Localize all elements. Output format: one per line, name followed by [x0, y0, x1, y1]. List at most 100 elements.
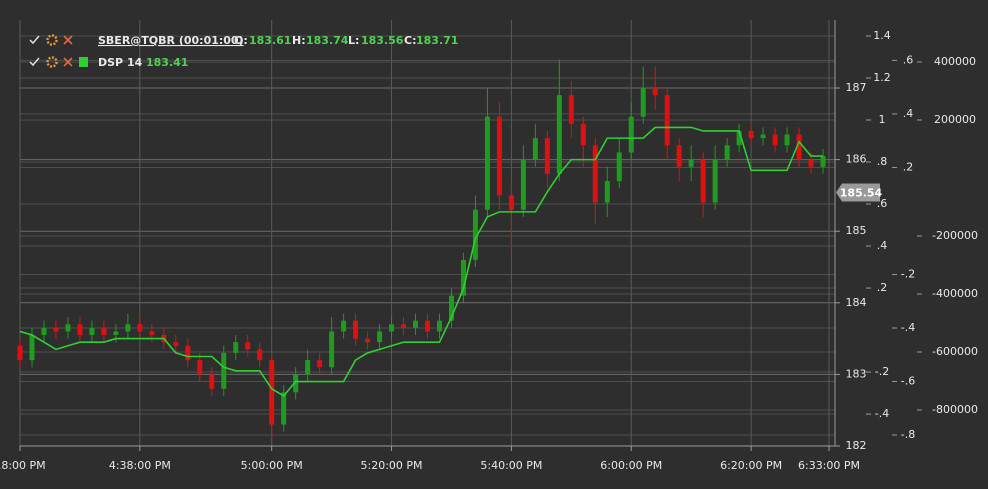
- candle-body: [748, 130, 754, 139]
- candle-body: [101, 327, 107, 336]
- x-tick-label: 5:00:00 PM: [241, 459, 303, 472]
- candle-body: [221, 352, 227, 389]
- candle-body: [401, 324, 407, 328]
- candle-body: [185, 345, 191, 361]
- candle-body: [640, 88, 646, 117]
- x-tick-label: 18:00 PM: [0, 459, 46, 472]
- legend: SBER@TQBR (00:01:00) DSP 14 183.41 O: 183…: [29, 34, 458, 69]
- candle-body: [257, 349, 263, 361]
- candle-body: [484, 116, 490, 210]
- price-marker: [836, 183, 880, 202]
- candle-body: [568, 95, 574, 124]
- settings-icon[interactable]: [46, 56, 58, 68]
- candle-body: [329, 331, 335, 368]
- axis-tick-label: -600000: [932, 345, 978, 358]
- axis-tick-label: 1.2: [873, 71, 891, 84]
- candle-body: [245, 342, 251, 350]
- candle-body: [520, 159, 526, 210]
- candle-body: [724, 145, 730, 160]
- candle-body: [305, 360, 311, 375]
- axis-tick-label: 1.4: [873, 29, 891, 42]
- candle-body: [628, 116, 634, 153]
- settings-icon[interactable]: [46, 34, 58, 46]
- axis-tick-label: -.8: [901, 428, 915, 441]
- x-tick-label: 6:00:00 PM: [600, 459, 662, 472]
- ohlc-label: O:: [234, 34, 248, 47]
- axis-tick-label: -.2: [875, 365, 889, 378]
- y-tick-label: 187: [846, 81, 867, 94]
- candle-body: [377, 331, 383, 343]
- series-name[interactable]: SBER@TQBR (00:01:00): [98, 34, 244, 47]
- candle-body: [544, 138, 550, 174]
- x-tick-label: 5:20:00 PM: [361, 459, 423, 472]
- candle-body: [448, 295, 454, 321]
- axis-tick-label: .8: [877, 155, 888, 168]
- x-tick-label: 6:33:00 PM: [798, 459, 860, 472]
- y-tick-label: 186: [846, 153, 867, 166]
- candle-body: [676, 145, 682, 167]
- candle-body: [293, 374, 299, 393]
- ohlc-label: H:: [292, 34, 306, 47]
- x-tick-label: 6:20:00 PM: [720, 459, 782, 472]
- candle-body: [712, 159, 718, 203]
- candle-body: [317, 360, 323, 368]
- axis-tick-label: 400000: [934, 55, 976, 68]
- axis-tick-label: .4: [903, 107, 914, 120]
- plot: [17, 59, 826, 439]
- ohlc-value: 183.71: [416, 34, 458, 47]
- candle-body: [173, 342, 179, 346]
- candle-body: [197, 360, 203, 375]
- candle-body: [700, 159, 706, 203]
- ohlc-value: 183.74: [306, 34, 349, 47]
- candle-body: [29, 335, 35, 361]
- candle-body: [580, 123, 586, 146]
- price-marker-label: 185.54: [840, 187, 883, 200]
- axis-tick-label: -400000: [932, 287, 978, 300]
- candle-body: [77, 324, 83, 336]
- indicator-swatch: [79, 57, 88, 67]
- remove-icon[interactable]: [63, 35, 73, 45]
- ohlc-value: 183.56: [361, 34, 404, 47]
- indicator-name[interactable]: DSP 14: [98, 56, 143, 69]
- axis-tick-label: .6: [877, 197, 888, 210]
- axis-tick-label: -.2: [901, 267, 915, 280]
- axis-tick-label: -.4: [875, 407, 889, 420]
- visible-toggle[interactable]: [29, 35, 40, 45]
- y-tick-label: 185: [846, 224, 867, 237]
- candle-body: [89, 327, 95, 336]
- candle-body: [796, 134, 802, 160]
- x-tick-label: 4:38:00 PM: [109, 459, 171, 472]
- candle-body: [784, 134, 790, 146]
- candle-body: [496, 116, 502, 196]
- candle-body: [808, 159, 814, 167]
- candle-body: [65, 324, 71, 332]
- candle-body: [820, 156, 826, 167]
- candle-body: [413, 320, 419, 328]
- x-tick-label: 5:40:00 PM: [480, 459, 542, 472]
- remove-icon[interactable]: [63, 57, 73, 67]
- candle-body: [125, 324, 131, 332]
- axis-tick-label: .2: [903, 160, 914, 173]
- candle-body: [592, 145, 598, 203]
- candle-body: [616, 152, 622, 182]
- candle-body: [137, 324, 143, 332]
- candle-body: [736, 130, 742, 146]
- axis-tick-label: -.6: [901, 375, 915, 388]
- candle-body: [604, 181, 610, 203]
- candle-body: [436, 320, 442, 332]
- candle-body: [53, 327, 59, 332]
- axis-tick-label: .6: [903, 53, 914, 66]
- visible-toggle[interactable]: [29, 57, 40, 67]
- ohlc-label: C:: [404, 34, 416, 47]
- candle-body: [760, 134, 766, 139]
- candle-body: [556, 95, 562, 174]
- candle-body: [17, 345, 23, 361]
- axis-tick-label: .2: [877, 281, 888, 294]
- candle-body: [41, 327, 47, 336]
- candle-body: [664, 95, 670, 146]
- axis-tick-label: 200000: [934, 113, 976, 126]
- candle-body: [425, 320, 430, 332]
- candle-body: [113, 331, 119, 336]
